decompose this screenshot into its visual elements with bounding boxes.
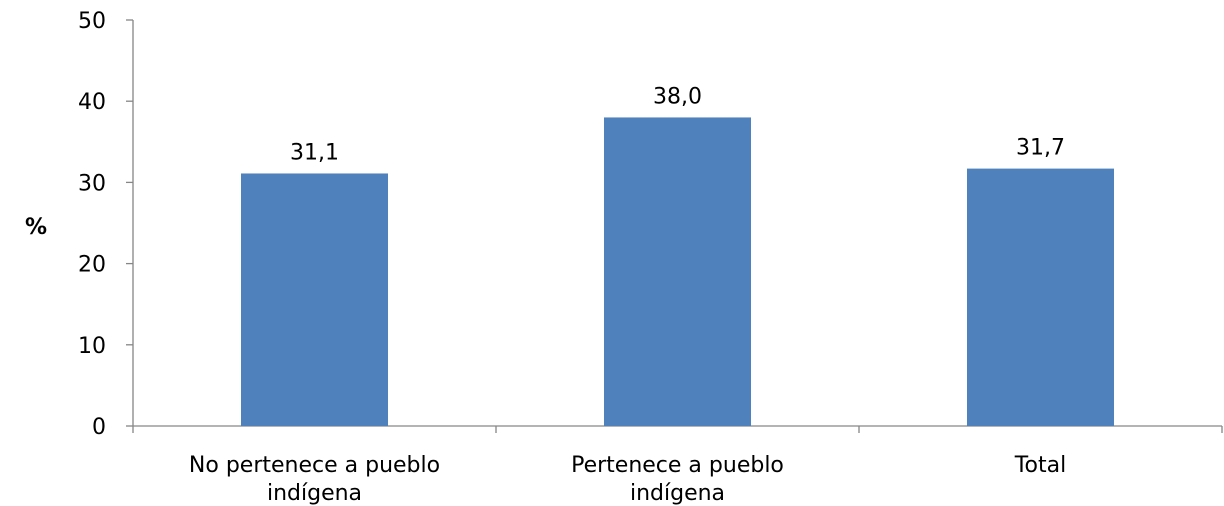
y-axis-label: % (25, 215, 47, 240)
data-label: 38,0 (653, 84, 702, 109)
bar (966, 168, 1115, 426)
bar (240, 173, 389, 426)
y-tick-label: 40 (78, 90, 106, 115)
category-label: Total (1014, 453, 1066, 478)
data-label: 31,1 (290, 140, 339, 165)
data-label: 31,7 (1016, 136, 1065, 161)
y-tick-label: 30 (78, 171, 106, 196)
category-label: Pertenece a pueblo indígena (571, 453, 784, 506)
y-axis: 0 10 20 30 40 50 (78, 9, 134, 440)
x-axis (132, 425, 1223, 433)
category-labels: No pertenece a pueblo indígena Pertenece a… (189, 453, 1066, 506)
bars (240, 117, 1115, 426)
y-tick-label: 50 (78, 9, 106, 34)
data-labels: 31,1 38,0 31,7 (290, 84, 1065, 165)
y-tick-label: 0 (92, 415, 106, 440)
y-tick-label: 10 (78, 334, 106, 359)
y-tick-label: 20 (78, 253, 106, 278)
category-label: No pertenece a pueblo indígena (189, 453, 440, 506)
bar (603, 117, 752, 426)
